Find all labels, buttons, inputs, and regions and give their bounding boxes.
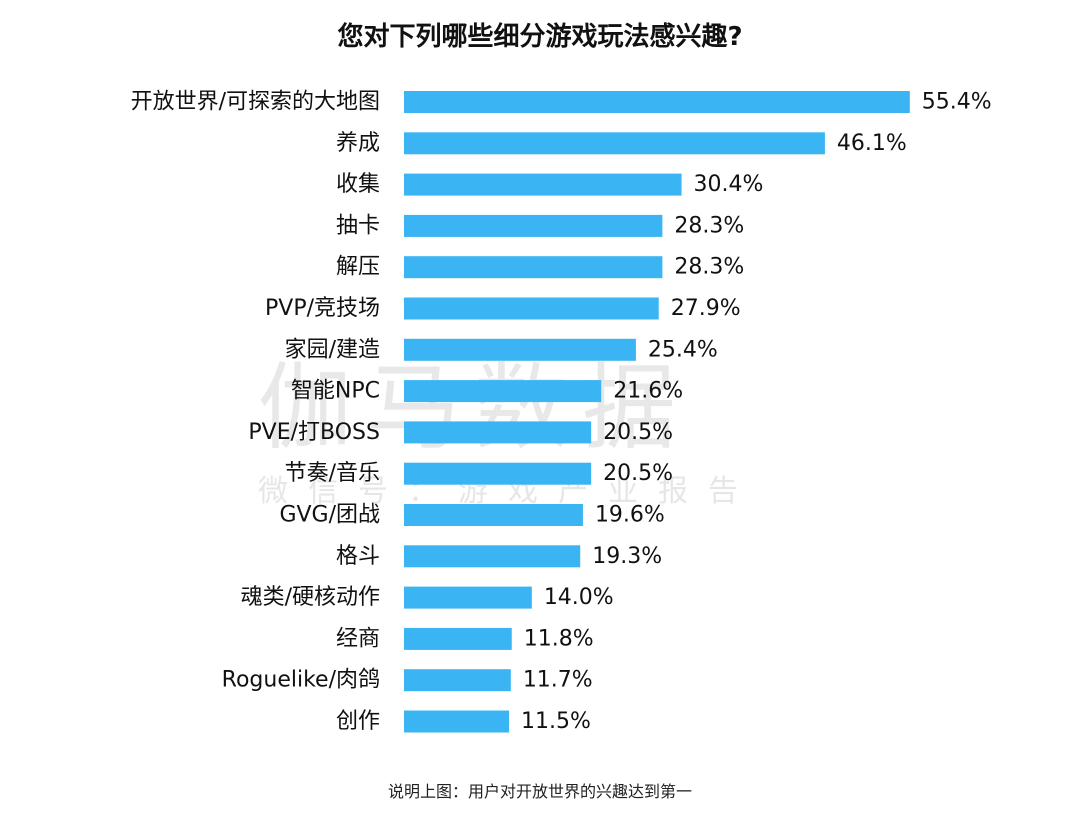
category-label: GVG/团战: [279, 503, 380, 528]
bar: [404, 504, 583, 526]
value-label: 25.4%: [648, 337, 718, 362]
bar: [404, 173, 682, 196]
category-label: 开放世界/可探索的大地图: [131, 90, 380, 115]
category-label: 智能NPC: [291, 379, 380, 404]
category-label: 节奏/音乐: [285, 461, 380, 486]
value-label: 55.4%: [922, 90, 992, 115]
value-label: 27.9%: [671, 296, 741, 321]
category-label: 解压: [336, 255, 380, 280]
category-label: 家园/建造: [285, 337, 380, 362]
chart-title: 您对下列哪些细分游戏玩法感兴趣?: [337, 22, 743, 52]
bar: [404, 627, 512, 650]
category-label: 格斗: [336, 544, 380, 569]
bar: [404, 338, 636, 361]
category-label: 养成: [336, 131, 380, 156]
category-label: 魂类/硬核动作: [241, 585, 380, 610]
value-label: 19.3%: [592, 544, 662, 569]
bar: [404, 297, 659, 320]
value-label: 20.5%: [603, 420, 673, 445]
value-label: 14.0%: [544, 585, 614, 610]
bar: [404, 710, 509, 733]
value-label: 11.8%: [524, 626, 594, 651]
value-label: 28.3%: [674, 255, 744, 280]
bar: [404, 214, 663, 237]
category-label: PVE/打BOSS: [248, 420, 380, 445]
bar: [404, 380, 602, 403]
value-label: 19.6%: [595, 503, 665, 528]
value-label: 46.1%: [837, 131, 907, 156]
value-label: 21.6%: [613, 379, 683, 404]
bar: [404, 586, 532, 609]
value-label: 11.7%: [523, 668, 593, 693]
bar-chart: 开放世界/可探索的大地图 55.4% 养成 46.1% 收集 30.4% 抽卡 28.3% 解压…: [131, 90, 992, 735]
chart-caption: 说明上图：用户对开放世界的兴趣达到第一: [387, 782, 692, 801]
bar: [404, 256, 663, 279]
value-label: 28.3%: [674, 213, 744, 238]
value-label: 11.5%: [521, 709, 591, 734]
value-label: 30.4%: [694, 172, 764, 197]
bar: [404, 421, 592, 444]
bar: [404, 132, 825, 155]
value-label: 20.5%: [603, 461, 673, 486]
category-label: 经商: [336, 626, 380, 651]
bar: [404, 669, 511, 692]
bar: [404, 462, 592, 485]
bar: [404, 91, 910, 113]
category-label: 收集: [336, 172, 380, 197]
category-label: PVP/竞技场: [265, 296, 380, 321]
category-label: 创作: [336, 709, 380, 734]
category-label: Roguelike/肉鸽: [222, 668, 380, 693]
bar: [404, 545, 581, 568]
category-label: 抽卡: [336, 213, 380, 238]
